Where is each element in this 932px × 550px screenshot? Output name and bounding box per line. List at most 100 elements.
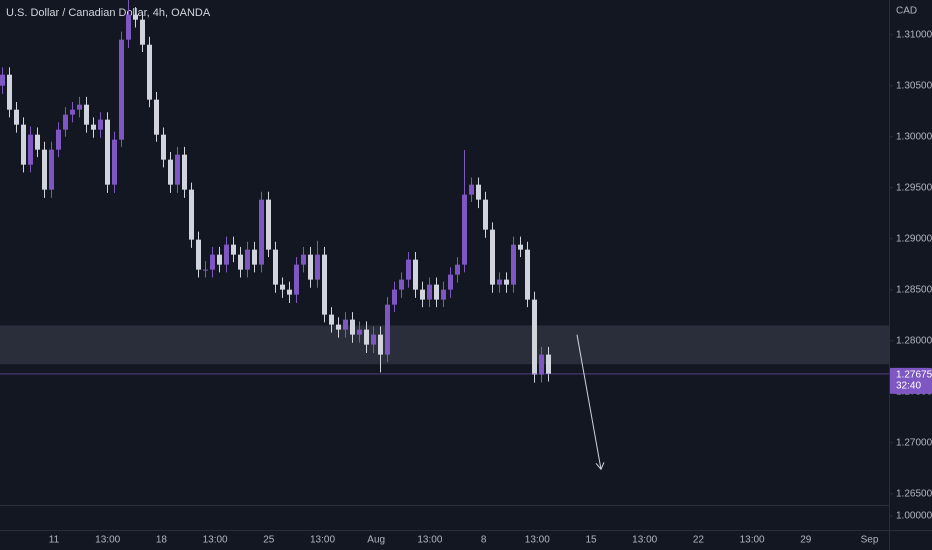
chart-title: U.S. Dollar / Canadian Dollar, 4h, OANDA <box>6 7 211 19</box>
arrow-head <box>595 462 605 471</box>
last-price-box <box>890 367 932 394</box>
countdown-label: 32:40 <box>896 381 921 392</box>
candle-body <box>168 159 173 185</box>
candle-body <box>406 259 411 280</box>
candle-body <box>189 189 194 240</box>
x-tick-label: 13:00 <box>632 535 657 546</box>
candle-body <box>196 239 201 270</box>
candle-body <box>427 284 432 300</box>
candle-body <box>511 244 516 285</box>
candle-body <box>77 104 82 110</box>
candle-body <box>119 39 124 140</box>
currency-label: CAD <box>896 6 917 17</box>
candle-body <box>259 199 264 265</box>
candle-body <box>371 334 376 345</box>
x-tick-label: 15 <box>585 535 597 546</box>
candle-body <box>350 319 355 335</box>
x-tick-label: 13:00 <box>203 535 228 546</box>
candle-body <box>413 259 418 290</box>
x-tick-label: Aug <box>367 535 385 546</box>
y-tick-label: 1.28000 <box>896 335 932 346</box>
candle-body <box>378 334 383 355</box>
y-tick-label: 1.26500 <box>896 488 932 499</box>
candle-body <box>322 254 327 315</box>
y-tick-label: 1.30500 <box>896 80 932 91</box>
candle-body <box>133 14 138 20</box>
candle-body <box>539 354 544 375</box>
candle-body <box>105 119 110 185</box>
x-tick-label: 22 <box>693 535 705 546</box>
candle-body <box>315 254 320 280</box>
candle-body <box>546 354 551 374</box>
candle-body <box>182 154 187 190</box>
candle-body <box>7 74 12 110</box>
candle-body <box>147 44 152 100</box>
candle-body <box>112 139 117 185</box>
y-tick-label: 1.30000 <box>896 131 932 142</box>
candle-body <box>294 264 299 295</box>
candle-body <box>154 99 159 135</box>
y-tick-label: 1.29000 <box>896 233 932 244</box>
candle-body <box>161 134 166 160</box>
candle-body <box>84 104 89 125</box>
x-tick-label: 13:00 <box>95 535 120 546</box>
y-tick-label: 1.31000 <box>896 29 932 40</box>
candle-body <box>0 74 5 86</box>
candle-body <box>336 324 341 330</box>
candle-body <box>399 279 404 290</box>
candle-body <box>476 184 481 200</box>
x-tick-label: 13:00 <box>310 535 335 546</box>
y-tick-label: 1.28500 <box>896 284 932 295</box>
candle-body <box>140 19 145 45</box>
arrow-line <box>576 334 602 470</box>
candle-body <box>56 129 61 150</box>
candle-body <box>245 249 250 270</box>
candle-body <box>287 289 292 295</box>
candle-body <box>231 244 236 255</box>
candle-body <box>497 279 502 285</box>
candle-body <box>224 244 229 265</box>
candle-body <box>329 314 334 325</box>
candle-body <box>28 134 33 165</box>
candle-body <box>343 319 348 330</box>
candle-body <box>63 114 68 130</box>
last-price-label: 1.27675 <box>896 370 932 381</box>
candle-body <box>266 199 271 250</box>
candle-body <box>252 249 257 265</box>
y-tick-label: 1.29500 <box>896 182 932 193</box>
candle-body <box>448 274 453 290</box>
candle-body <box>301 254 306 265</box>
candle-body <box>434 284 439 300</box>
candle-body <box>91 124 96 130</box>
candle-body <box>364 329 369 345</box>
candle-body <box>385 304 390 355</box>
candle-body <box>210 254 215 270</box>
candle-body <box>504 279 509 285</box>
candle-body <box>42 149 47 190</box>
candle-body <box>532 299 537 375</box>
candle-body <box>98 119 103 130</box>
candle-body <box>126 14 131 40</box>
zone <box>0 325 889 365</box>
y-tick-label: 1.27000 <box>896 437 932 448</box>
candle-body <box>238 254 243 270</box>
candle-body <box>420 289 425 300</box>
candle-body <box>392 289 397 305</box>
x-tick-label: 11 <box>49 535 60 546</box>
candle-body <box>518 244 523 250</box>
candle-body <box>217 254 222 265</box>
candle-body <box>203 269 208 271</box>
x-tick-label: 25 <box>263 535 275 546</box>
candle-body <box>483 199 488 230</box>
candle-body <box>175 154 180 185</box>
pane2-tick-label: 1.00000 <box>896 511 932 522</box>
candle-body <box>490 229 495 285</box>
candle-body <box>462 194 467 265</box>
candle-body <box>21 124 26 165</box>
candle-body <box>49 149 54 190</box>
x-tick-label: 13:00 <box>525 535 550 546</box>
candle-body <box>525 249 530 300</box>
